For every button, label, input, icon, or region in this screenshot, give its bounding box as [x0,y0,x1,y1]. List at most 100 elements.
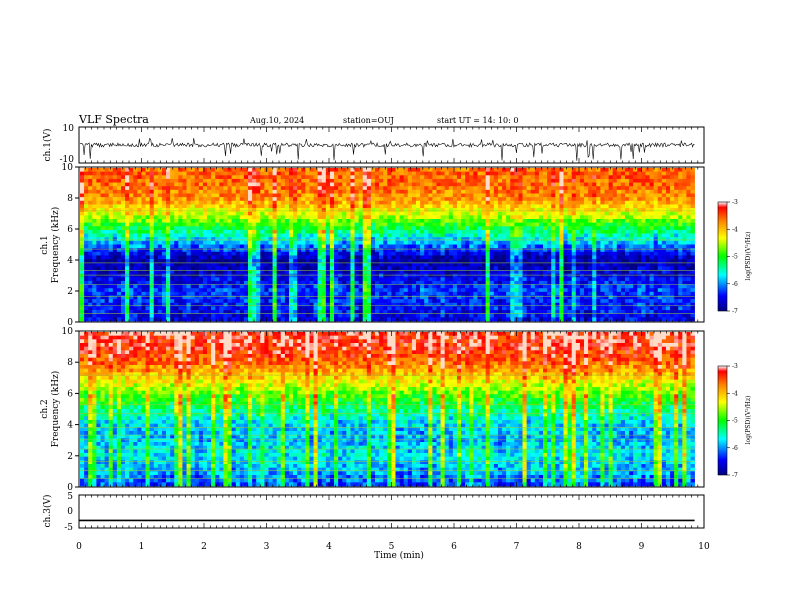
ch1-spectrogram-cell [338,266,343,271]
ch1-spectrogram-cell [559,248,564,253]
ch1-spectrogram-cell [670,273,675,278]
ch1-spectrogram-cell [543,270,548,274]
ch1-spectrogram-cell [297,251,302,256]
ch1-spectrogram-cell [661,251,667,256]
ch1-spectrogram-cell [284,240,290,245]
ch1-spectrogram-cell [620,259,626,264]
ch1-spectrogram-cell [149,240,155,245]
ch1-spectrogram-cell [403,211,409,216]
ch1-spectrogram-cell [637,244,642,249]
ch1-spectrogram-cell [436,226,441,231]
ch1-spectrogram-cell [272,233,277,238]
ch1-spectrogram-cell [399,208,405,213]
ch1-spectrogram-cell [280,168,286,172]
ch1-spectrogram-cell [223,233,228,238]
ch1-spectrogram-cell [469,244,474,249]
ch1-spectrogram-cell [518,244,523,249]
ch1-spectrogram-cell [157,273,163,278]
ch1-spectrogram-cell [481,204,486,209]
ch1-spectrogram-cell [313,237,318,242]
ch1-spectrogram-cell [125,270,130,274]
ch1-spectrogram-cell [362,233,368,238]
ch1-spectrogram-cell [375,200,380,205]
ch1-spectrogram-cell [96,182,101,187]
ch1-spectrogram-cell [125,251,130,256]
ch1-spectrogram-cell [571,171,577,176]
ch1-spectrogram-cell [571,186,577,191]
ch1-spectrogram-cell [543,255,548,260]
ch1-spectrogram-cell [309,178,314,183]
ch1-spectrogram-cell [620,171,626,176]
ch1-spectrogram-cell [215,171,220,176]
ch1-spectrogram-cell [391,171,396,176]
ch1-spectrogram-cell [575,178,581,183]
ch1-spectrogram-cell [100,204,105,209]
ch1-spectrogram-cell [543,171,548,176]
ch1-spectrogram-cell [174,168,179,172]
ch1-spectrogram-cell [305,270,310,274]
ch1-spectrogram-cell [637,226,642,231]
ch1-spectrogram-cell [596,193,601,198]
ch1-spectrogram-cell [502,262,507,267]
ch1-spectrogram-cell [346,233,351,238]
ch1-spectrogram-cell [153,189,159,194]
ch1-spectrogram-cell [485,175,491,180]
ch1-spectrogram-cell [190,219,196,223]
ch1-spectrogram-cell [313,226,318,231]
ch1-spectrogram-cell [174,226,179,231]
ch1-spectrogram-cell [276,204,282,209]
ch1-spectrogram-cell [362,273,368,278]
ch1-spectrogram-cell [649,222,654,227]
ch1-spectrogram-cell [674,215,679,220]
ch1-spectrogram-cell [125,189,130,194]
ch1-spectrogram-cell [202,168,208,172]
ch1-spectrogram-image [80,168,695,322]
ch1-spectrogram-cell [583,251,589,256]
ch1-spectrogram-cell [411,284,417,289]
ch1-spectrogram-cell [166,200,171,205]
ch1-spectrogram-cell [313,182,318,187]
ch1-spectrogram-cell [182,248,187,253]
ch1-spectrogram-cell [116,193,122,198]
ch1-spectrogram-cell [272,204,277,209]
ch1-spectrogram-cell [604,233,609,238]
ch1-spectrogram-cell [403,273,409,278]
ch1-spectrogram-cell [325,168,331,172]
ch1-spectrogram-cell [436,193,441,198]
ch1-spectrogram-cell [100,229,105,234]
ch1-spectrogram-cell [510,211,515,216]
ch1-spectrogram-cell [186,255,191,260]
ch1-spectrogram-cell [624,229,630,234]
ch1-spectrogram-cell [665,280,671,285]
ch1-spectrogram-cell [104,229,109,234]
ch1-spectrogram-cell [243,255,249,260]
ch1-spectrogram-cell [317,171,323,176]
ch1-spectrogram-cell [477,233,482,238]
ch1-spectrogram-cell [84,200,89,205]
ch1-spectrogram-cell [268,266,273,271]
ch1-spectrogram-cell [645,222,650,227]
ch1-spectrogram-cell [583,186,589,191]
ch1-spectrogram-cell [665,175,671,180]
ch1-spectrogram-cell [551,262,556,267]
ch1-spectrogram-cell [243,277,249,282]
ch1-spectrogram-cell [309,237,314,242]
ch1-spectrogram-cell [506,259,511,264]
ch1-spectrogram-cell [207,229,212,234]
ch1-spectrogram-cell [473,233,478,238]
ch1-spectrogram-cell [465,270,470,274]
ch1-spectrogram-cell [338,240,343,245]
ch1-spectrogram-cell [194,273,200,278]
ch1-spectrogram-cell [108,259,114,264]
ch1-spectrogram-cell [387,197,392,202]
ch1-spectrogram-cell [682,171,687,176]
ch1-spectrogram-cell [252,204,257,209]
ch1-spectrogram-cell [264,197,269,202]
ch1-spectrogram-cell [547,182,552,187]
ch1-spectrogram-cell [686,189,691,194]
ch1-spectrogram-cell [567,248,572,253]
ch1-spectrogram-cell [108,178,114,183]
ch1-spectrogram-cell [604,284,609,289]
ch1-spectrogram-cell [120,240,126,245]
ch1-spectrogram-cell [260,189,265,194]
